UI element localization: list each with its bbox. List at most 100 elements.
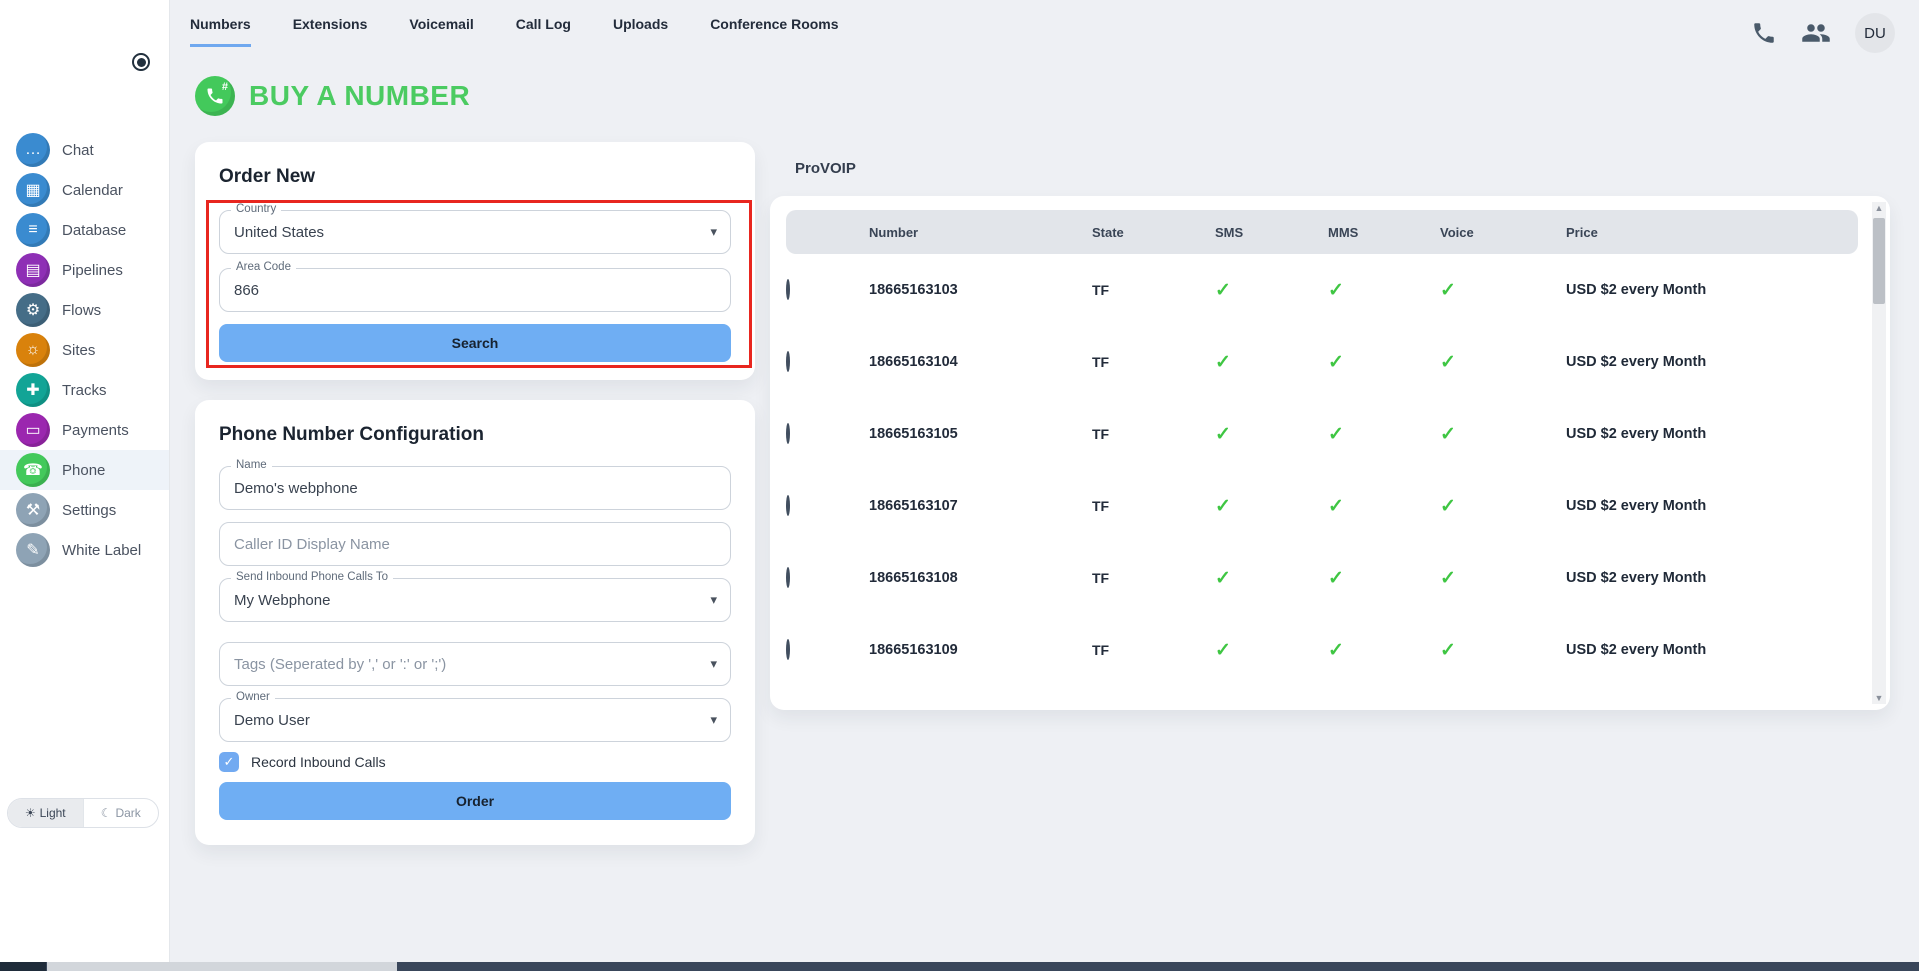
tab-extensions[interactable]: Extensions	[292, 16, 368, 32]
caller-id-field	[219, 522, 731, 566]
country-value: United States	[234, 223, 325, 241]
check-icon: ✓	[1440, 351, 1456, 373]
price-cell: USD $2 every Month	[1566, 354, 1707, 370]
settings-icon: ⚒	[16, 493, 50, 527]
area-code-input[interactable]	[234, 281, 716, 299]
sidebar-item-label: Sites	[62, 341, 96, 359]
sidebar-item-label: Payments	[62, 421, 129, 439]
light-mode-button[interactable]: ☀ Light	[8, 799, 83, 827]
user-avatar[interactable]: DU	[1855, 13, 1895, 53]
tracks-icon: ✚	[16, 373, 50, 407]
number-cell: 18665163107	[869, 498, 958, 514]
column-header-state: State	[1092, 224, 1124, 240]
page-title: BUY A NUMBER	[249, 80, 471, 111]
send-inbound-select[interactable]: Send Inbound Phone Calls To My Webphone …	[219, 571, 731, 622]
table-row: 18665163105 TF ✓ ✓ ✓ USD $2 every Month	[786, 398, 1858, 470]
column-header-price: Price	[1566, 224, 1598, 240]
tab-conference-rooms[interactable]: Conference Rooms	[710, 16, 839, 32]
sidebar-item-payments[interactable]: ▭ Payments	[0, 410, 169, 450]
check-icon: ✓	[1215, 567, 1231, 589]
sidebar-item-label: Flows	[62, 301, 102, 319]
scroll-up-arrow[interactable]: ▲	[1874, 203, 1884, 213]
sidebar-item-label: Settings	[62, 501, 117, 519]
owner-select[interactable]: Owner Demo User ▾	[219, 691, 731, 742]
number-cell: 18665163103	[869, 282, 958, 298]
sidebar-item-white-label[interactable]: ✎ White Label	[0, 530, 169, 570]
tab-voicemail[interactable]: Voicemail	[409, 16, 474, 32]
record-calls-checkbox[interactable]: ✓	[219, 752, 239, 772]
country-select[interactable]: Country United States ▾	[219, 203, 731, 254]
state-cell: TF	[1092, 570, 1110, 586]
horizontal-scrollbar	[0, 962, 1919, 971]
check-icon: ✓	[1328, 639, 1344, 661]
sidebar-item-flows[interactable]: ⚙ Flows	[0, 290, 169, 330]
scrollbar-corner	[0, 962, 46, 971]
name-input[interactable]	[234, 479, 716, 497]
check-icon: ✓	[1440, 279, 1456, 301]
chevron-down-icon: ▾	[710, 656, 717, 671]
sidebar-item-settings[interactable]: ⚒ Settings	[0, 490, 169, 530]
chevron-down-icon: ▾	[710, 592, 717, 607]
table-row: 18665163104 TF ✓ ✓ ✓ USD $2 every Month	[786, 326, 1858, 398]
tab-numbers[interactable]: Numbers	[190, 16, 251, 47]
caller-id-input[interactable]	[234, 535, 716, 553]
table-row: 18665163103 TF ✓ ✓ ✓ USD $2 every Month	[786, 254, 1858, 326]
price-cell: USD $2 every Month	[1566, 642, 1707, 658]
order-button[interactable]: Order	[219, 782, 731, 820]
phone-icon: ☎	[16, 453, 50, 487]
number-radio[interactable]	[786, 567, 790, 588]
number-radio[interactable]	[786, 495, 790, 516]
phone-call-icon[interactable]	[1751, 20, 1777, 46]
tags-select[interactable]: Tags (Seperated by ',' or ':' or ';') ▾	[219, 642, 731, 686]
chevron-down-icon: ▾	[710, 712, 717, 727]
dark-mode-button[interactable]: ☾ Dark	[82, 799, 159, 827]
state-cell: TF	[1092, 498, 1110, 514]
check-icon: ✓	[1215, 423, 1231, 445]
scroll-down-arrow[interactable]: ▼	[1874, 693, 1884, 703]
check-icon: ✓	[1440, 423, 1456, 445]
sidebar-item-sites[interactable]: ☼ Sites	[0, 330, 169, 370]
tab-uploads[interactable]: Uploads	[612, 16, 669, 32]
horizontal-scrollbar-thumb[interactable]	[47, 962, 397, 971]
buy-number-icon: #	[195, 76, 235, 116]
sidebar-item-phone[interactable]: ☎ Phone	[0, 450, 169, 490]
sidebar-item-tracks[interactable]: ✚ Tracks	[0, 370, 169, 410]
contacts-icon[interactable]	[1801, 18, 1831, 48]
check-icon: ✓	[1328, 279, 1344, 301]
send-inbound-value: My Webphone	[234, 591, 331, 609]
moon-icon: ☾	[100, 806, 112, 820]
column-header-voice: Voice	[1440, 224, 1474, 240]
name-label: Name	[231, 459, 272, 471]
sidebar-item-database[interactable]: ≡ Database	[0, 210, 169, 250]
number-radio[interactable]	[786, 279, 790, 300]
number-radio[interactable]	[786, 423, 790, 444]
scrollbar-thumb[interactable]	[1873, 218, 1885, 304]
check-icon: ✓	[1215, 639, 1231, 661]
country-label: Country	[231, 203, 282, 215]
owner-value: Demo User	[234, 711, 310, 729]
check-icon: ✓	[1328, 495, 1344, 517]
sidebar-item-calendar[interactable]: ▦ Calendar	[0, 170, 169, 210]
table-row: 18665163108 TF ✓ ✓ ✓ USD $2 every Month	[786, 542, 1858, 614]
tab-call-log[interactable]: Call Log	[515, 16, 571, 32]
theme-toggle: ☀ Light ☾ Dark	[7, 798, 159, 828]
sidebar-item-pipelines[interactable]: ▤ Pipelines	[0, 250, 169, 290]
database-icon: ≡	[16, 213, 50, 247]
sidebar-item-chat[interactable]: … Chat	[0, 130, 169, 170]
chevron-down-icon: ▾	[710, 224, 717, 239]
record-calls-label: Record Inbound Calls	[251, 754, 386, 770]
state-cell: TF	[1092, 642, 1110, 658]
hash-glyph: #	[221, 81, 228, 93]
area-code-field: Area Code	[219, 261, 731, 312]
record-icon[interactable]	[132, 53, 150, 71]
sidebar-nav: … Chat ▦ Calendar ≡ Database ▤ Pipelines ⚙ Flows ☼…	[0, 130, 169, 570]
number-cell: 18665163105	[869, 426, 958, 442]
send-inbound-label: Send Inbound Phone Calls To	[231, 571, 393, 583]
search-button[interactable]: Search	[219, 324, 731, 362]
number-radio[interactable]	[786, 351, 790, 372]
number-radio[interactable]	[786, 639, 790, 660]
table-scrollbar: ▲ ▼	[1872, 202, 1886, 704]
name-field: Name	[219, 459, 731, 510]
table-row: 18665163109 TF ✓ ✓ ✓ USD $2 every Month	[786, 614, 1858, 686]
sidebar-item-label: White Label	[62, 541, 142, 559]
